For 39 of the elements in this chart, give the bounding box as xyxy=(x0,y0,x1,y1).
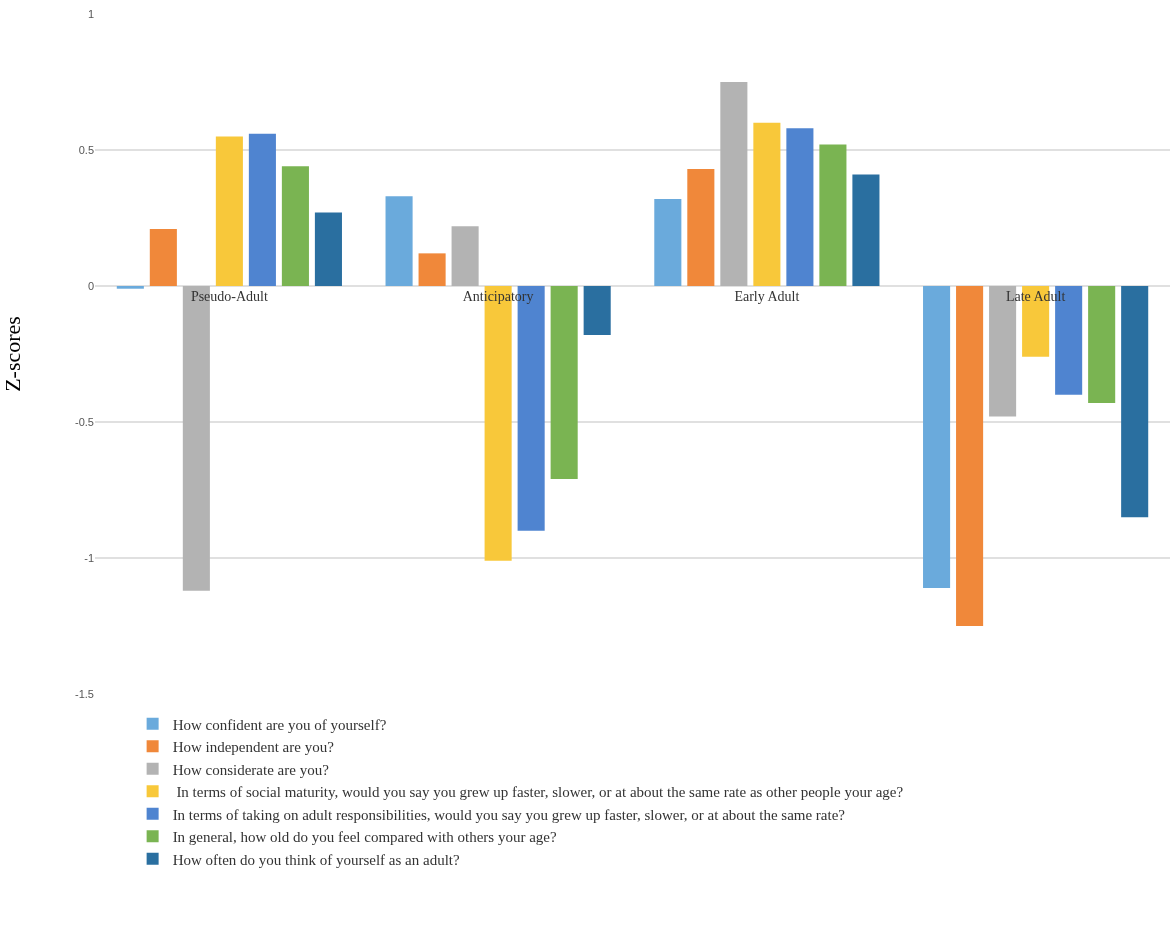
bar xyxy=(1121,286,1149,518)
legend-label: In general, how old do you feel compared with others your age? xyxy=(172,829,558,846)
bar xyxy=(550,286,578,480)
bar xyxy=(956,286,984,626)
y-tick-label: -1.5 xyxy=(75,687,94,700)
x-tick-label: Anticipatory xyxy=(462,289,534,304)
y-tick-label: 0 xyxy=(87,279,94,292)
bar xyxy=(314,212,342,286)
legend-label: In terms of social maturity, would you say you grew up faster, slower, or at about the same rate as other people your age? xyxy=(172,784,904,801)
bar xyxy=(654,198,682,286)
bar xyxy=(385,196,413,286)
bar xyxy=(786,128,814,286)
bar xyxy=(215,136,243,286)
bar xyxy=(687,169,715,286)
bar xyxy=(248,133,276,286)
bar xyxy=(281,166,309,286)
bar xyxy=(583,286,611,335)
y-tick-label: 0.5 xyxy=(78,143,94,156)
legend-label: How confident are you of yourself? xyxy=(172,716,387,733)
y-tick-label: -1 xyxy=(84,551,94,564)
bar xyxy=(451,226,479,286)
x-tick-label: Pseudo-Adult xyxy=(190,289,268,304)
bar xyxy=(116,286,144,289)
legend-label: How considerate are you? xyxy=(172,761,330,778)
bar xyxy=(923,286,951,588)
bar xyxy=(753,122,781,286)
bar xyxy=(1088,286,1116,403)
bar xyxy=(852,174,880,286)
y-tick-label: 1 xyxy=(87,7,94,20)
bar xyxy=(720,82,748,286)
bar xyxy=(819,144,847,286)
y-axis-title: Z-scores xyxy=(0,316,25,392)
x-tick-label: Early Adult xyxy=(734,289,800,304)
bar xyxy=(149,228,177,286)
y-tick-label: -0.5 xyxy=(75,415,94,428)
bar xyxy=(418,253,446,286)
legend-label: In terms of taking on adult responsibilities, would you say you grew up faster, slower, or at about the same rate? xyxy=(172,806,846,823)
legend-label: How independent are you? xyxy=(172,739,335,756)
legend-label: How often do you think of yourself as an adult? xyxy=(172,851,460,868)
